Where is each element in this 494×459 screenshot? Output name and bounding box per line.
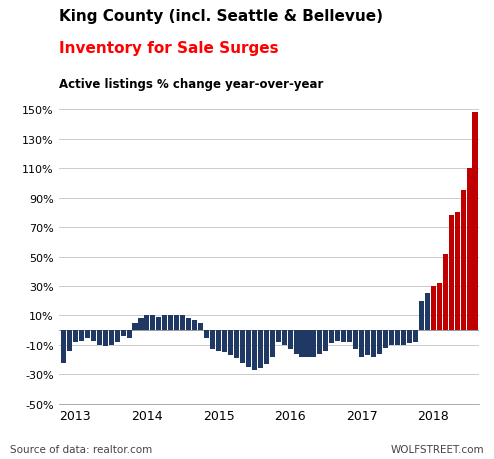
Bar bbox=[150, 316, 156, 330]
Bar bbox=[282, 330, 287, 345]
Bar bbox=[288, 330, 292, 350]
Bar bbox=[138, 319, 144, 330]
Bar bbox=[144, 316, 150, 330]
Bar bbox=[61, 330, 66, 363]
Bar bbox=[85, 330, 90, 338]
Bar bbox=[329, 330, 334, 344]
Bar bbox=[126, 330, 131, 338]
Bar bbox=[103, 330, 108, 347]
Bar bbox=[115, 330, 120, 342]
Bar bbox=[407, 330, 412, 344]
Bar bbox=[252, 330, 257, 370]
Text: King County (incl. Seattle & Bellevue): King County (incl. Seattle & Bellevue) bbox=[59, 9, 383, 24]
Bar bbox=[121, 330, 125, 336]
Bar bbox=[359, 330, 364, 357]
Bar bbox=[132, 323, 137, 330]
Bar bbox=[204, 330, 209, 338]
Bar bbox=[347, 330, 352, 342]
Text: Active listings % change year-over-year: Active listings % change year-over-year bbox=[59, 78, 324, 91]
Bar bbox=[425, 294, 430, 330]
Bar bbox=[198, 323, 203, 330]
Bar bbox=[210, 330, 215, 350]
Bar bbox=[222, 330, 227, 353]
Bar bbox=[324, 330, 329, 351]
Bar bbox=[234, 330, 239, 358]
Bar bbox=[73, 330, 78, 342]
Bar bbox=[413, 330, 418, 342]
Bar bbox=[258, 330, 263, 369]
Bar bbox=[180, 316, 185, 330]
Bar bbox=[395, 330, 400, 345]
Bar bbox=[276, 330, 281, 342]
Bar bbox=[109, 330, 114, 345]
Bar bbox=[371, 330, 376, 357]
Bar bbox=[431, 286, 436, 330]
Bar bbox=[443, 254, 448, 330]
Text: Inventory for Sale Surges: Inventory for Sale Surges bbox=[59, 41, 279, 56]
Bar bbox=[401, 330, 406, 345]
Bar bbox=[311, 330, 317, 357]
Bar bbox=[67, 330, 72, 351]
Bar bbox=[299, 330, 305, 357]
Text: WOLFSTREET.com: WOLFSTREET.com bbox=[390, 444, 484, 454]
Bar bbox=[270, 330, 275, 357]
Text: Source of data: realtor.com: Source of data: realtor.com bbox=[10, 444, 152, 454]
Bar bbox=[305, 330, 311, 357]
Bar bbox=[466, 169, 472, 330]
Bar bbox=[377, 330, 382, 354]
Bar bbox=[168, 316, 173, 330]
Bar bbox=[264, 330, 269, 364]
Bar bbox=[454, 213, 459, 330]
Bar bbox=[389, 330, 394, 345]
Bar bbox=[246, 330, 251, 367]
Bar bbox=[79, 330, 84, 341]
Bar bbox=[365, 330, 370, 355]
Bar bbox=[437, 284, 442, 330]
Bar bbox=[472, 113, 478, 330]
Bar bbox=[317, 330, 323, 354]
Bar bbox=[157, 317, 162, 330]
Bar bbox=[186, 319, 191, 330]
Bar bbox=[228, 330, 233, 355]
Bar bbox=[192, 320, 197, 330]
Bar bbox=[240, 330, 245, 363]
Bar bbox=[97, 330, 102, 345]
Bar bbox=[341, 330, 346, 342]
Bar bbox=[216, 330, 221, 351]
Bar bbox=[460, 191, 466, 330]
Bar bbox=[91, 330, 96, 341]
Bar bbox=[174, 316, 179, 330]
Bar bbox=[419, 301, 424, 330]
Bar bbox=[449, 216, 453, 330]
Bar bbox=[353, 330, 358, 350]
Bar bbox=[335, 330, 340, 341]
Bar bbox=[293, 330, 298, 354]
Bar bbox=[383, 330, 388, 348]
Bar bbox=[163, 316, 167, 330]
